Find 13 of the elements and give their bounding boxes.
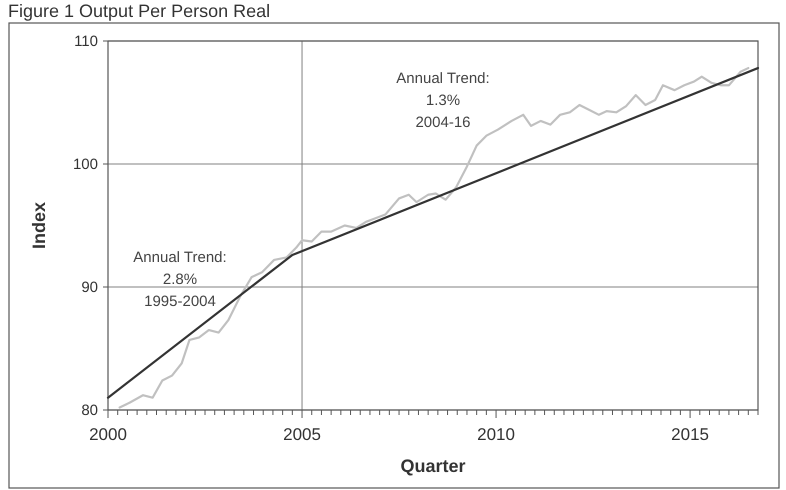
x-tick-label: 2000: [89, 425, 127, 444]
x-tick-label: 2005: [283, 425, 321, 444]
annotation: Annual Trend: 2.8% 1995-2004: [133, 249, 227, 310]
y-axis-title: Index: [29, 202, 49, 250]
annotation: Annual Trend: 1.3% 2004-16: [396, 70, 490, 131]
x-axis-title: Quarter: [400, 456, 466, 476]
x-tick-label: 2010: [477, 425, 515, 444]
chart-title: Figure 1 Output Per Person Real: [8, 1, 270, 21]
y-tick-label: 110: [74, 33, 98, 50]
y-tick-label: 90: [81, 279, 98, 296]
y-tick-label: 100: [72, 156, 98, 173]
y-tick-label: 80: [81, 402, 98, 419]
x-tick-label: 2015: [671, 425, 710, 444]
